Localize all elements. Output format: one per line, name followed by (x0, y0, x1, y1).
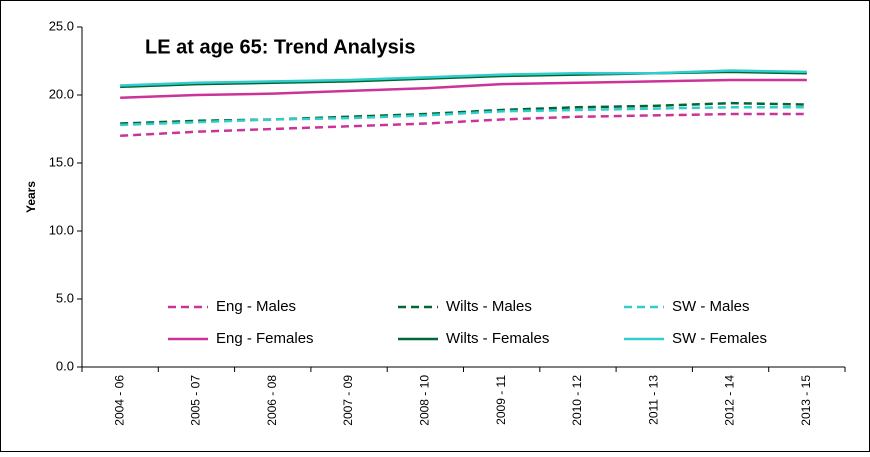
series-line (120, 78, 807, 99)
x-tick-label: 2009 - 11 (494, 375, 508, 425)
x-tick-label: 2007 - 09 (341, 375, 355, 426)
x-tick-label: 2008 - 10 (418, 375, 432, 426)
x-tick-label: 2006 - 08 (265, 375, 279, 426)
x-tick-label: 2011 - 13 (646, 375, 660, 425)
y-tick-label: 5.0 (56, 290, 74, 305)
legend-label: Wilts - Males (446, 298, 532, 315)
x-tick-label: 2010 - 12 (570, 375, 584, 426)
series-line (120, 101, 807, 125)
legend-label: Eng - Males (216, 298, 296, 315)
x-tick-label: 2004 - 06 (112, 375, 126, 426)
y-tick-label: 0.0 (56, 358, 74, 373)
series-line (120, 112, 807, 138)
y-tick-label: 25.0 (49, 18, 74, 33)
legend-label: SW - Males (672, 298, 750, 315)
x-tick-label: 2012 - 14 (723, 375, 737, 426)
chart-title: LE at age 65: Trend Analysis (145, 36, 415, 58)
y-tick-label: 15.0 (49, 154, 74, 169)
series-line (120, 105, 807, 127)
x-tick-label: 2013 - 15 (799, 375, 813, 426)
legend-label: SW - Females (672, 330, 767, 347)
y-tick-label: 10.0 (49, 222, 74, 237)
x-tick-label: 2005 - 07 (189, 375, 203, 426)
y-axis-label: Years (24, 181, 38, 213)
y-tick-label: 20.0 (49, 86, 74, 101)
legend-label: Eng - Females (216, 330, 314, 347)
series-line (120, 69, 807, 87)
legend-label: Wilts - Females (446, 330, 549, 347)
